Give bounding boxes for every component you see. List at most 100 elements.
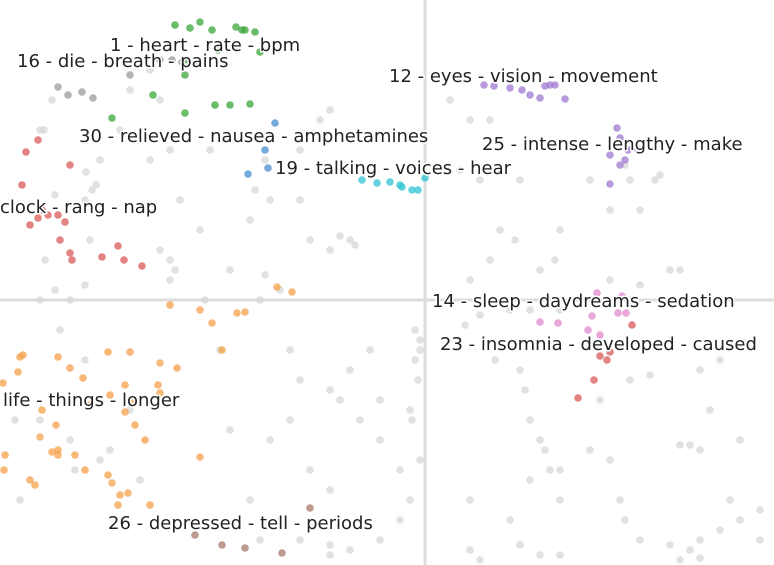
topic-label-30: 30 - relieved - nausea - amphetamines	[79, 126, 428, 147]
background-point	[526, 416, 534, 424]
cluster-14-point	[593, 289, 601, 297]
background-point	[606, 276, 614, 284]
cluster-26-point	[278, 549, 286, 557]
background-point	[376, 436, 384, 444]
background-point	[516, 366, 524, 374]
background-point	[81, 281, 89, 289]
background-point	[81, 356, 89, 364]
background-point	[486, 116, 494, 124]
cluster-23-point	[596, 352, 604, 360]
cluster-7-point	[31, 481, 39, 489]
cluster-4-point	[44, 211, 52, 219]
cluster-14-point	[588, 312, 596, 320]
background-point	[146, 66, 154, 74]
cluster-25-point	[616, 161, 624, 169]
cluster-19-point	[358, 176, 366, 184]
background-point	[276, 516, 284, 524]
cluster-16-point	[64, 91, 72, 99]
cluster-7-point	[196, 453, 204, 461]
cluster-1-point	[184, 56, 192, 64]
background-point	[621, 516, 629, 524]
background-points	[11, 66, 764, 564]
cluster-4-point	[120, 256, 128, 264]
cluster-7-point	[154, 381, 162, 389]
background-point	[521, 386, 529, 394]
cluster-4-point	[138, 262, 146, 270]
background-point	[696, 536, 704, 544]
cluster-23-point	[603, 356, 611, 364]
background-point	[476, 176, 484, 184]
background-point	[486, 256, 494, 264]
background-point	[396, 466, 404, 474]
background-point	[506, 306, 514, 314]
cluster-16-point	[156, 56, 164, 64]
background-point	[296, 536, 304, 544]
cluster-4-point	[34, 214, 42, 222]
background-point	[696, 366, 704, 374]
background-point	[146, 156, 154, 164]
background-point	[156, 246, 164, 254]
background-point	[306, 466, 314, 474]
cluster-7-point	[173, 364, 181, 372]
background-point	[541, 446, 549, 454]
background-point	[536, 436, 544, 444]
cluster-4-point	[26, 221, 34, 229]
cluster-7-point	[196, 306, 204, 314]
background-point	[86, 236, 94, 244]
cluster-23-point	[606, 348, 614, 356]
cluster-7-point	[14, 368, 22, 376]
background-point	[66, 436, 74, 444]
background-point	[408, 416, 416, 424]
background-point	[206, 146, 214, 154]
background-point	[491, 356, 499, 364]
background-point	[88, 186, 96, 194]
background-point	[416, 336, 424, 344]
cluster-23-point	[628, 321, 636, 329]
cluster-7-point	[1, 451, 9, 459]
background-point	[36, 416, 44, 424]
background-point	[266, 436, 274, 444]
background-point	[466, 546, 474, 554]
background-point	[596, 396, 604, 404]
background-point	[16, 496, 24, 504]
cluster-7-point	[273, 283, 281, 291]
cluster-4-point	[18, 181, 26, 189]
background-point	[251, 186, 259, 194]
background-point	[706, 406, 714, 414]
background-point	[556, 496, 564, 504]
background-point	[226, 266, 234, 274]
background-point	[416, 456, 424, 464]
background-point	[476, 556, 484, 564]
cluster-7-point	[81, 466, 89, 474]
cluster-23-point	[590, 376, 598, 384]
background-point	[356, 416, 364, 424]
background-point	[636, 206, 644, 214]
cluster-1-point	[108, 114, 116, 122]
cluster-14-point	[596, 331, 604, 339]
background-point	[676, 266, 684, 274]
cluster-26-point	[241, 544, 249, 552]
background-point	[666, 541, 674, 549]
background-point	[416, 346, 424, 354]
background-point	[406, 406, 414, 414]
background-point	[56, 326, 64, 334]
cluster-30-point	[261, 146, 269, 154]
background-point	[346, 546, 354, 554]
topic-label-12: 12 - eyes - vision - movement	[389, 66, 658, 87]
cluster-7-point	[38, 406, 46, 414]
background-point	[606, 456, 614, 464]
cluster-14-point	[614, 309, 622, 317]
background-point	[546, 466, 554, 474]
cluster-7-point	[26, 476, 34, 484]
background-point	[586, 176, 594, 184]
topic-label-16: 16 - die - breath - pains	[17, 51, 228, 72]
background-point	[536, 266, 544, 274]
cluster-7-point	[141, 436, 149, 444]
background-point	[296, 196, 304, 204]
background-point	[626, 296, 634, 304]
background-point	[676, 556, 684, 564]
cluster-7-point	[121, 408, 129, 416]
cluster-12-point	[526, 91, 534, 99]
background-point	[396, 516, 404, 524]
cluster-25-point	[613, 124, 621, 132]
